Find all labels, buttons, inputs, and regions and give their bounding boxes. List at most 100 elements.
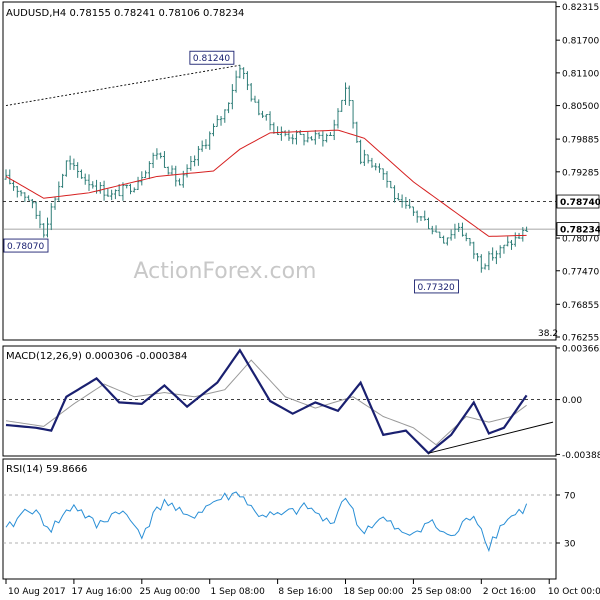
price-bar (347, 85, 351, 106)
price-bar (302, 133, 306, 146)
price-bar (370, 157, 374, 168)
price-bar (521, 227, 525, 242)
macd-signal-line (5, 359, 527, 446)
macd-panel-title: MACD(12,26,9) 0.000306 -0.000384 (6, 351, 187, 362)
price-bar (257, 99, 261, 116)
price-bar (468, 238, 472, 246)
time-axis: 10 Aug 2017 17 Aug 16:00 25 Aug 00:00 1 Sep… (5, 579, 600, 597)
price-bar (434, 225, 438, 233)
svg-text:0.78740: 0.78740 (560, 198, 600, 208)
time-axis-label: 25 Aug 00:00 (139, 587, 200, 597)
price-bar (200, 140, 204, 152)
price-bar (117, 184, 121, 197)
price-bar (132, 187, 136, 193)
price-bar (72, 158, 76, 171)
price-bar (45, 217, 49, 238)
time-axis-label: 2 Oct 16:00 (483, 587, 536, 597)
price-bar (49, 203, 53, 231)
price-bar (408, 198, 412, 209)
price-bar (279, 126, 283, 141)
macd-panel: MACD(12,26,9) 0.000306 -0.000384 0.00366… (2, 344, 600, 461)
price-bar (310, 136, 314, 141)
price-bar (253, 95, 257, 103)
price-bar (30, 198, 34, 209)
price-bar (91, 181, 95, 189)
rsi-panel: RSI(14) 59.8666 70 30 (2, 458, 576, 580)
price-annotation: 0.78070 (3, 238, 49, 253)
price-bar (15, 186, 19, 198)
price-bar (121, 182, 125, 201)
price-bar (159, 152, 163, 159)
svg-text:0.78070: 0.78070 (7, 242, 44, 252)
price-bar (393, 185, 397, 203)
price-bar (336, 108, 340, 129)
time-axis-label: 25 Sep 08:00 (411, 587, 471, 597)
price-axis-label: 0.77470 (562, 267, 599, 277)
price-bar (8, 169, 12, 185)
level-price-label: 0.78740 (556, 194, 600, 209)
price-bar (419, 216, 423, 222)
price-bar (494, 250, 498, 265)
price-bar (298, 129, 302, 135)
price-bar (423, 210, 427, 221)
price-bar (38, 210, 42, 229)
price-bar (294, 130, 298, 145)
price-bar (325, 133, 329, 143)
price-bar (113, 189, 117, 200)
price-bar (404, 196, 408, 209)
price-bar (442, 235, 446, 244)
price-bar (313, 130, 317, 145)
price-bar (208, 131, 212, 150)
svg-text:0.77320: 0.77320 (417, 283, 454, 293)
price-bar (19, 190, 23, 197)
price-bar (321, 131, 325, 147)
price-bar (449, 229, 453, 241)
rsi-axis-label: 30 (564, 540, 576, 550)
price-bar (400, 194, 404, 208)
price-bar (87, 174, 91, 191)
price-bar (79, 169, 83, 179)
price-bar (185, 164, 189, 178)
price-bar (136, 176, 140, 190)
time-axis-label: 8 Sep 16:00 (278, 587, 333, 597)
price-bar (445, 237, 449, 246)
time-axis-label: 10 Aug 2017 (8, 587, 66, 597)
price-bar (498, 245, 502, 259)
price-bar (268, 111, 272, 131)
price-bar (125, 184, 129, 189)
price-bar (464, 232, 468, 242)
price-bar (306, 131, 310, 143)
price-bar (362, 149, 366, 166)
price-bar (242, 67, 246, 80)
price-bar (374, 163, 378, 171)
time-axis-label: 18 Sep 00:00 (343, 587, 403, 597)
price-bar (479, 254, 483, 273)
price-annotation: 0.77320 (414, 279, 459, 294)
last-price-label: 0.78234 (556, 222, 600, 237)
price-bar (219, 115, 223, 126)
price-bar (174, 165, 178, 187)
price-bar (261, 110, 265, 118)
price-annotation: 0.81240 (189, 50, 235, 65)
price-bar (389, 180, 393, 189)
macd-axis-label: -0.003887 (562, 451, 600, 461)
price-bar (61, 173, 65, 188)
price-bar (487, 251, 491, 271)
price-bar (223, 109, 227, 123)
price-bar (204, 139, 208, 149)
price-bar (98, 182, 102, 194)
price-trendline (5, 64, 240, 107)
price-bar (42, 223, 46, 238)
price-axis-label: 0.79285 (562, 168, 599, 178)
price-bar (64, 160, 68, 177)
price-bar (359, 139, 363, 165)
price-bar (291, 134, 295, 145)
corner-value: 38.2 (538, 329, 558, 339)
price-bar (377, 163, 381, 173)
time-axis-label: 17 Aug 16:00 (72, 587, 133, 597)
price-panel: ActionForex.com AUDUSD,H4 0.78155 0.7824… (2, 1, 600, 344)
price-axis-label: 0.81700 (562, 37, 599, 47)
price-bar (189, 155, 193, 171)
price-bar (151, 152, 155, 169)
